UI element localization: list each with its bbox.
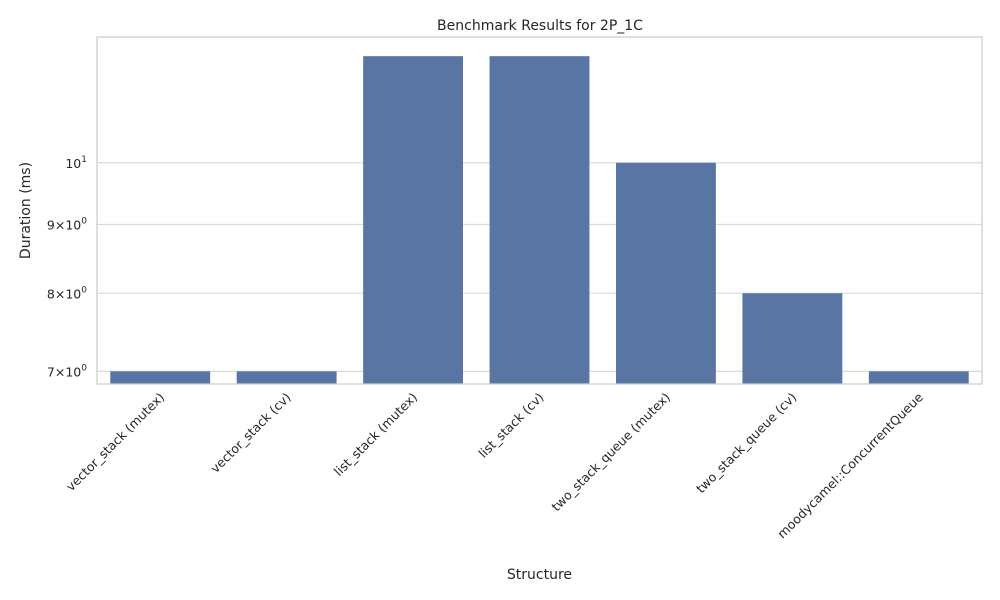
x-tick-label: vector_stack (cv): [207, 390, 293, 476]
x-tick-label: list_stack (mutex): [331, 390, 420, 479]
y-tick-labels: 7×100 8×100 9×100 101: [47, 155, 87, 380]
x-tick-label: vector_stack (mutex): [63, 390, 167, 494]
bar: [110, 371, 211, 384]
y-axis-label: Duration (ms): [18, 162, 34, 259]
bars: [110, 56, 969, 384]
bar: [236, 371, 337, 384]
bar: [363, 56, 464, 384]
x-tick-label: two_stack_queue (cv): [693, 390, 800, 497]
bar: [868, 371, 969, 384]
x-axis-label: Structure: [507, 567, 572, 583]
bar: [742, 293, 843, 384]
y-tick-label: 9×100: [47, 216, 87, 232]
bar: [489, 56, 590, 384]
y-tick-label: 8×100: [47, 285, 87, 301]
x-tick-labels: vector_stack (mutex) vector_stack (cv) lis…: [63, 389, 926, 541]
y-tick-label: 7×100: [47, 363, 87, 379]
x-tick-label: list_stack (cv): [475, 390, 546, 461]
bar: [615, 162, 716, 384]
x-tick-label: two_stack_queue (mutex): [548, 390, 673, 515]
y-tick-label: 101: [65, 155, 87, 171]
x-tick-label: moodycamel::ConcurrentQueue: [774, 389, 926, 541]
plot-frame: [96, 36, 983, 385]
chart-title: Benchmark Results for 2P_1C: [437, 18, 643, 34]
